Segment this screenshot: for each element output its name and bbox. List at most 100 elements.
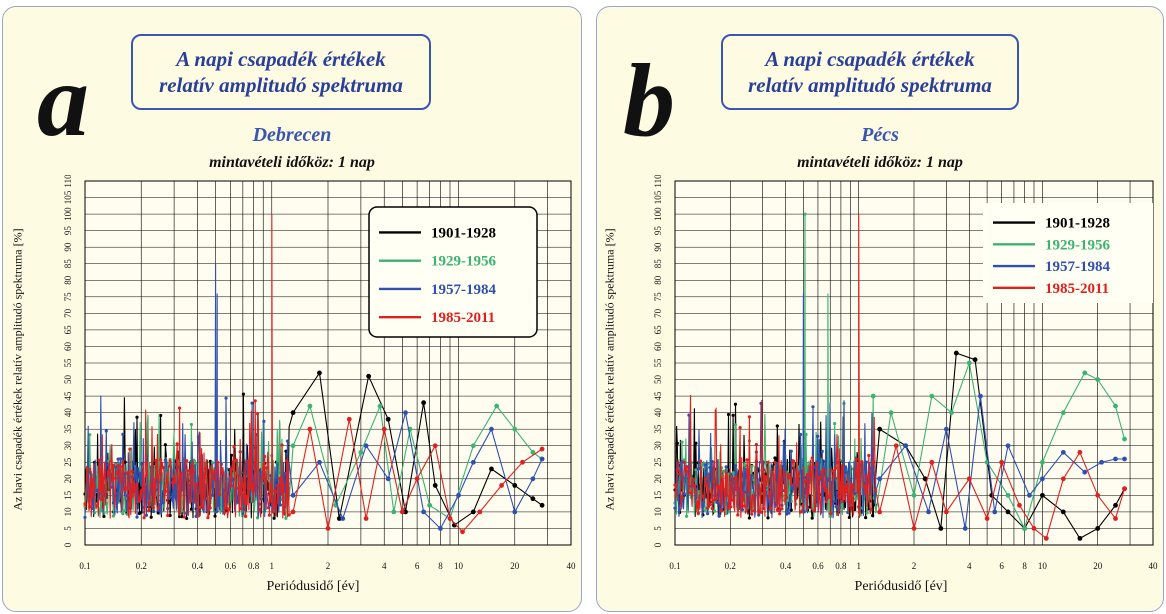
data-point [745, 458, 749, 462]
data-point [717, 485, 721, 489]
data-point [1077, 449, 1083, 455]
data-point [857, 510, 862, 514]
data-point [1122, 436, 1127, 442]
station-name: Debrecen [252, 124, 332, 146]
data-point [999, 459, 1005, 465]
y-tick-label: 10 [653, 507, 663, 516]
data-point [810, 456, 814, 460]
data-point [246, 459, 250, 463]
x-tick-label: 0.4 [192, 561, 204, 571]
data-point [1082, 469, 1088, 475]
data-point [911, 526, 917, 531]
data-point [121, 512, 125, 516]
data-point [151, 509, 156, 514]
data-point [137, 476, 141, 480]
data-point [731, 498, 735, 502]
legend-label: 1957-1984 [431, 282, 496, 298]
data-point [1099, 459, 1104, 465]
y-tick-label: 25 [63, 457, 73, 467]
data-point [877, 476, 883, 482]
data-point [775, 424, 779, 428]
data-point [196, 435, 201, 439]
data-point [185, 459, 189, 463]
data-point [156, 511, 160, 515]
y-axis-label: Az havi csapadék értékek relatív amplitu… [602, 228, 617, 511]
data-point [938, 526, 944, 531]
data-point [232, 444, 236, 449]
x-tick-label: 0.2 [136, 561, 147, 571]
chart-subtitle: mintavételi időköz: 1 nap [209, 154, 375, 171]
data-point [125, 471, 130, 475]
series-line [674, 214, 1126, 540]
data-point [135, 415, 139, 419]
y-tick-label: 85 [653, 259, 663, 269]
data-point [829, 512, 833, 516]
y-tick-label: 20 [653, 474, 663, 484]
data-point [766, 460, 770, 465]
data-point [775, 508, 779, 512]
x-tick-label: 0.6 [812, 561, 824, 571]
data-point [265, 466, 269, 470]
y-tick-label: 105 [63, 190, 73, 204]
data-point [88, 505, 92, 509]
data-point [262, 419, 266, 423]
data-point [680, 496, 684, 500]
data-point [241, 392, 245, 396]
data-point [819, 470, 824, 474]
data-point [966, 360, 972, 366]
data-point [208, 459, 212, 463]
data-point [85, 467, 89, 471]
chart-title-line-1: A napi csapadék értékek [176, 47, 386, 71]
data-point [687, 491, 691, 495]
x-tick-label: 2 [326, 561, 331, 571]
legend-label: 1929-1956 [1045, 237, 1110, 253]
data-point [116, 457, 120, 461]
data-point [285, 439, 290, 443]
data-point [801, 504, 805, 509]
data-point [911, 492, 917, 498]
data-point [685, 465, 689, 469]
data-point [121, 432, 125, 436]
y-tick-label: 10 [63, 507, 73, 516]
data-point [530, 476, 536, 482]
data-point [850, 483, 854, 487]
y-tick-label: 85 [63, 259, 73, 269]
x-tick-label: 0.2 [725, 561, 736, 571]
y-tick-label: 80 [653, 275, 663, 285]
data-point [719, 509, 724, 513]
data-point [1005, 509, 1011, 515]
data-point [1122, 486, 1127, 492]
legend-label: 1901-1928 [1045, 216, 1110, 232]
data-point [708, 502, 712, 507]
data-point [237, 486, 241, 490]
data-point [1022, 526, 1027, 531]
data-point [724, 465, 728, 469]
data-point [811, 405, 815, 409]
data-point [833, 466, 838, 471]
x-tick-label: 0.8 [248, 561, 260, 571]
data-point [729, 505, 733, 509]
data-point [130, 469, 134, 474]
data-point [757, 509, 761, 513]
data-point [512, 426, 518, 432]
data-point [854, 457, 858, 461]
legend-box [983, 203, 1153, 303]
data-point [804, 475, 808, 480]
data-point [701, 463, 705, 467]
data-point [978, 393, 983, 399]
data-point [682, 458, 686, 462]
data-point [118, 457, 123, 461]
data-point [943, 509, 949, 515]
data-point [512, 483, 518, 488]
data-point [499, 483, 504, 488]
y-tick-label: 65 [653, 325, 663, 335]
data-point [696, 511, 700, 515]
data-point [953, 350, 959, 356]
y-tick-label: 55 [653, 358, 663, 368]
data-point [95, 504, 99, 508]
data-point [705, 506, 710, 510]
data-point [211, 477, 215, 481]
data-point [843, 465, 848, 469]
data-point [726, 412, 731, 417]
y-tick-label: 70 [653, 308, 663, 318]
